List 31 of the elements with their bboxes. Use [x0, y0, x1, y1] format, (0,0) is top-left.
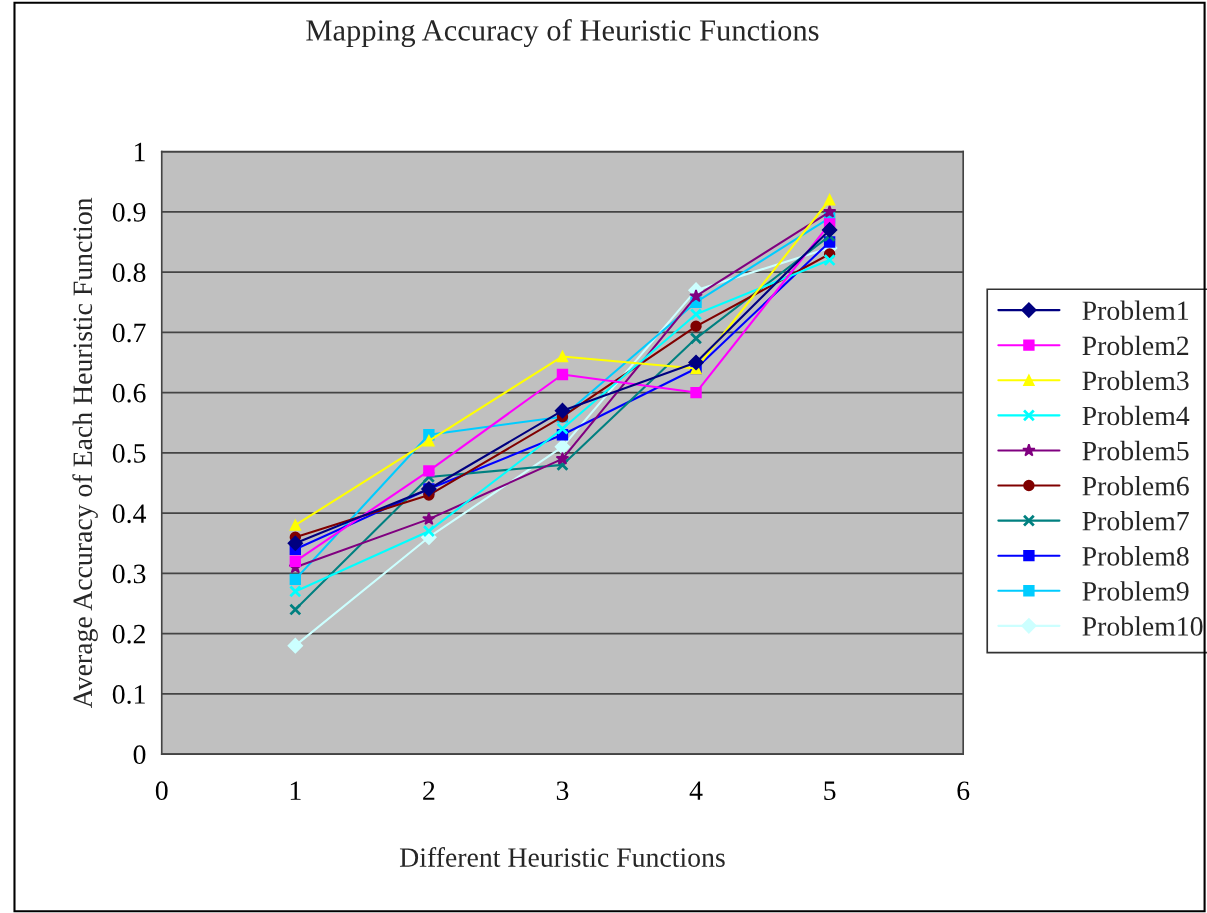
- x-tick-label: 4: [689, 781, 703, 800]
- y-axis-title: Average Accuracy of Each Heuristic Function: [72, 197, 98, 709]
- y-tick-label: 0.4: [112, 504, 147, 524]
- legend-label: Problem10: [1082, 616, 1203, 636]
- y-tick-label: 0.7: [112, 323, 146, 343]
- legend-label: Problem5: [1082, 440, 1189, 461]
- legend-label: Problem4: [1082, 405, 1190, 426]
- legend-label: Problem1: [1082, 300, 1189, 321]
- y-tick-label: 0.9: [112, 202, 146, 222]
- legend-label: Problem6: [1082, 475, 1189, 496]
- y-tick-label: 0: [133, 745, 146, 765]
- x-tick-label: 0: [155, 781, 168, 801]
- x-tick-label: 1: [290, 781, 301, 800]
- x-tick-label: 6: [957, 781, 970, 801]
- legend-label: Problem3: [1082, 370, 1189, 391]
- y-tick-label: 0.8: [112, 263, 146, 283]
- y-tick-label: 0.6: [112, 383, 146, 403]
- legend-label: Problem8: [1082, 546, 1189, 566]
- y-tick-label: 0.2: [112, 624, 145, 644]
- legend-label: Problem2: [1082, 335, 1189, 356]
- chart-title: Mapping Accuracy of Heuristic Functions: [306, 18, 819, 48]
- x-tick-label: 5: [824, 781, 836, 801]
- legend-label: Problem9: [1082, 581, 1189, 601]
- x-tick-label: 2: [423, 781, 435, 800]
- y-tick-label: 0.1: [112, 685, 145, 704]
- legend-label: Problem7: [1082, 511, 1189, 531]
- x-tick-label: 3: [556, 781, 569, 801]
- x-axis-title: Different Heuristic Functions: [399, 847, 725, 867]
- y-tick-label: 1: [135, 142, 145, 162]
- y-tick-label: 0.3: [112, 564, 146, 584]
- y-tick-label: 0.5: [112, 444, 146, 463]
